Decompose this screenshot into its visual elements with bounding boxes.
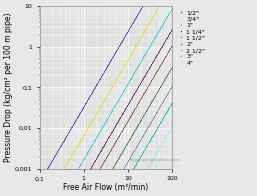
3/4" — [139, 37, 142, 39]
4" — [156, 150, 159, 152]
3" — [162, 115, 165, 118]
Line: 3/4": 3/4" — [63, 6, 159, 169]
4" — [164, 136, 167, 138]
3/4" — [131, 50, 134, 53]
Line: 4": 4" — [146, 126, 172, 169]
2" — [169, 68, 172, 70]
1 1/2" — [118, 134, 121, 136]
1" — [140, 58, 143, 60]
3" — [132, 167, 135, 170]
1 1/2" — [170, 44, 173, 46]
1/2" — [74, 119, 77, 121]
2" — [144, 111, 147, 113]
1" — [111, 108, 114, 111]
1 1/4" — [170, 28, 173, 30]
Y-axis label: Pressure Drop (kg/cm² per 100 m pipe): Pressure Drop (kg/cm² per 100 m pipe) — [4, 13, 13, 162]
Legend: 1/2", 3/4", 1", 1 1/4", 1 1/2", 2", 2 1/2", 3", 4": 1/2", 3/4", 1", 1 1/4", 1 1/2", 2", 2 1/… — [176, 9, 206, 66]
1 1/2" — [148, 82, 151, 84]
1 1/4" — [127, 101, 131, 103]
3/4" — [75, 146, 78, 148]
1/2" — [45, 167, 49, 170]
1/2" — [77, 114, 80, 116]
2 1/2" — [169, 87, 172, 89]
Line: 3": 3" — [133, 102, 172, 169]
3" — [158, 122, 161, 124]
1 1/2" — [160, 61, 163, 64]
1 1/2" — [155, 70, 158, 73]
3/4" — [141, 32, 144, 34]
2" — [148, 103, 151, 106]
3/4" — [117, 74, 120, 76]
1" — [132, 72, 135, 75]
1" — [76, 167, 79, 170]
2 1/2" — [122, 166, 125, 169]
2 1/2" — [170, 86, 173, 88]
1 1/4" — [98, 152, 101, 154]
3" — [153, 131, 156, 134]
3" — [162, 116, 165, 119]
4" — [170, 125, 173, 128]
1 1/4" — [88, 168, 91, 170]
2" — [170, 65, 173, 68]
Line: 1": 1" — [77, 7, 172, 169]
1 1/2" — [104, 157, 107, 159]
Line: 1/2": 1/2" — [47, 6, 143, 169]
2" — [154, 93, 158, 95]
Line: 2": 2" — [112, 66, 172, 169]
1" — [136, 66, 139, 68]
3" — [144, 146, 147, 149]
Text: engineeringtoolbox.com: engineeringtoolbox.com — [130, 158, 180, 162]
1/2" — [87, 96, 90, 99]
4" — [152, 156, 155, 159]
4" — [146, 167, 149, 170]
2" — [151, 99, 154, 101]
Line: 1 1/2": 1 1/2" — [99, 44, 172, 169]
2 1/2" — [170, 85, 173, 87]
1 1/2" — [98, 167, 101, 170]
1" — [170, 7, 173, 9]
1/2" — [57, 148, 60, 150]
1" — [82, 157, 85, 160]
2" — [113, 163, 116, 165]
1/2" — [79, 111, 82, 113]
2 1/2" — [122, 167, 125, 170]
Line: 2 1/2": 2 1/2" — [123, 85, 172, 169]
4" — [150, 160, 153, 162]
1 1/4" — [111, 130, 114, 132]
1 1/4" — [114, 124, 117, 126]
2 1/2" — [141, 135, 144, 138]
X-axis label: Free Air Flow (m³/min): Free Air Flow (m³/min) — [63, 183, 148, 192]
3" — [170, 101, 173, 104]
2 1/2" — [138, 139, 141, 142]
1/2" — [141, 5, 144, 7]
2" — [111, 167, 114, 170]
Line: 1 1/4": 1 1/4" — [89, 28, 172, 169]
1 1/2" — [127, 119, 130, 121]
1 1/4" — [124, 107, 127, 109]
1" — [164, 17, 168, 19]
3/4" — [129, 54, 132, 56]
4" — [155, 151, 158, 153]
4" — [160, 142, 163, 144]
3" — [142, 150, 145, 152]
1/2" — [135, 14, 139, 16]
3/4" — [157, 5, 160, 8]
2 1/2" — [144, 129, 147, 132]
3/4" — [62, 167, 65, 170]
1 1/4" — [163, 40, 167, 42]
